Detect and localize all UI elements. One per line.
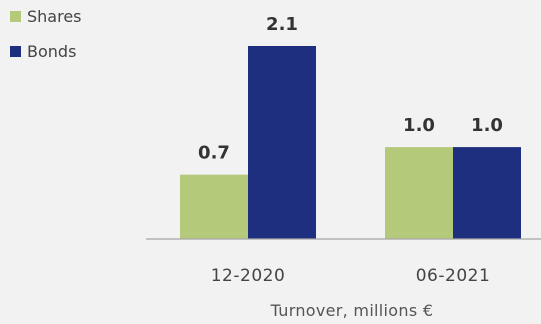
value-labels-group: 0.7 2.1 1.0 1.0 xyxy=(198,14,503,164)
x-tick-labels: 12-2020 06-2021 xyxy=(211,266,491,286)
value-label-bonds-06-2021: 1.0 xyxy=(471,115,503,136)
x-tick-label-06-2021: 06-2021 xyxy=(416,266,491,286)
legend-label-bonds: Bonds xyxy=(27,42,76,61)
legend-label-shares: Shares xyxy=(27,7,82,26)
legend-swatch-bonds xyxy=(10,46,21,57)
bar-shares-12-2020 xyxy=(180,174,248,239)
value-label-bonds-12-2020: 2.1 xyxy=(266,14,298,35)
bars-group xyxy=(180,46,521,239)
bar-bonds-12-2020 xyxy=(248,46,316,239)
bar-shares-06-2021 xyxy=(385,147,453,239)
legend: Shares Bonds xyxy=(10,7,82,61)
bar-bonds-06-2021 xyxy=(453,147,521,239)
x-axis-title: Turnover, millions € xyxy=(270,301,434,320)
x-tick-label-12-2020: 12-2020 xyxy=(211,266,286,286)
value-label-shares-06-2021: 1.0 xyxy=(403,115,435,136)
legend-swatch-shares xyxy=(10,11,21,22)
value-label-shares-12-2020: 0.7 xyxy=(198,143,230,164)
